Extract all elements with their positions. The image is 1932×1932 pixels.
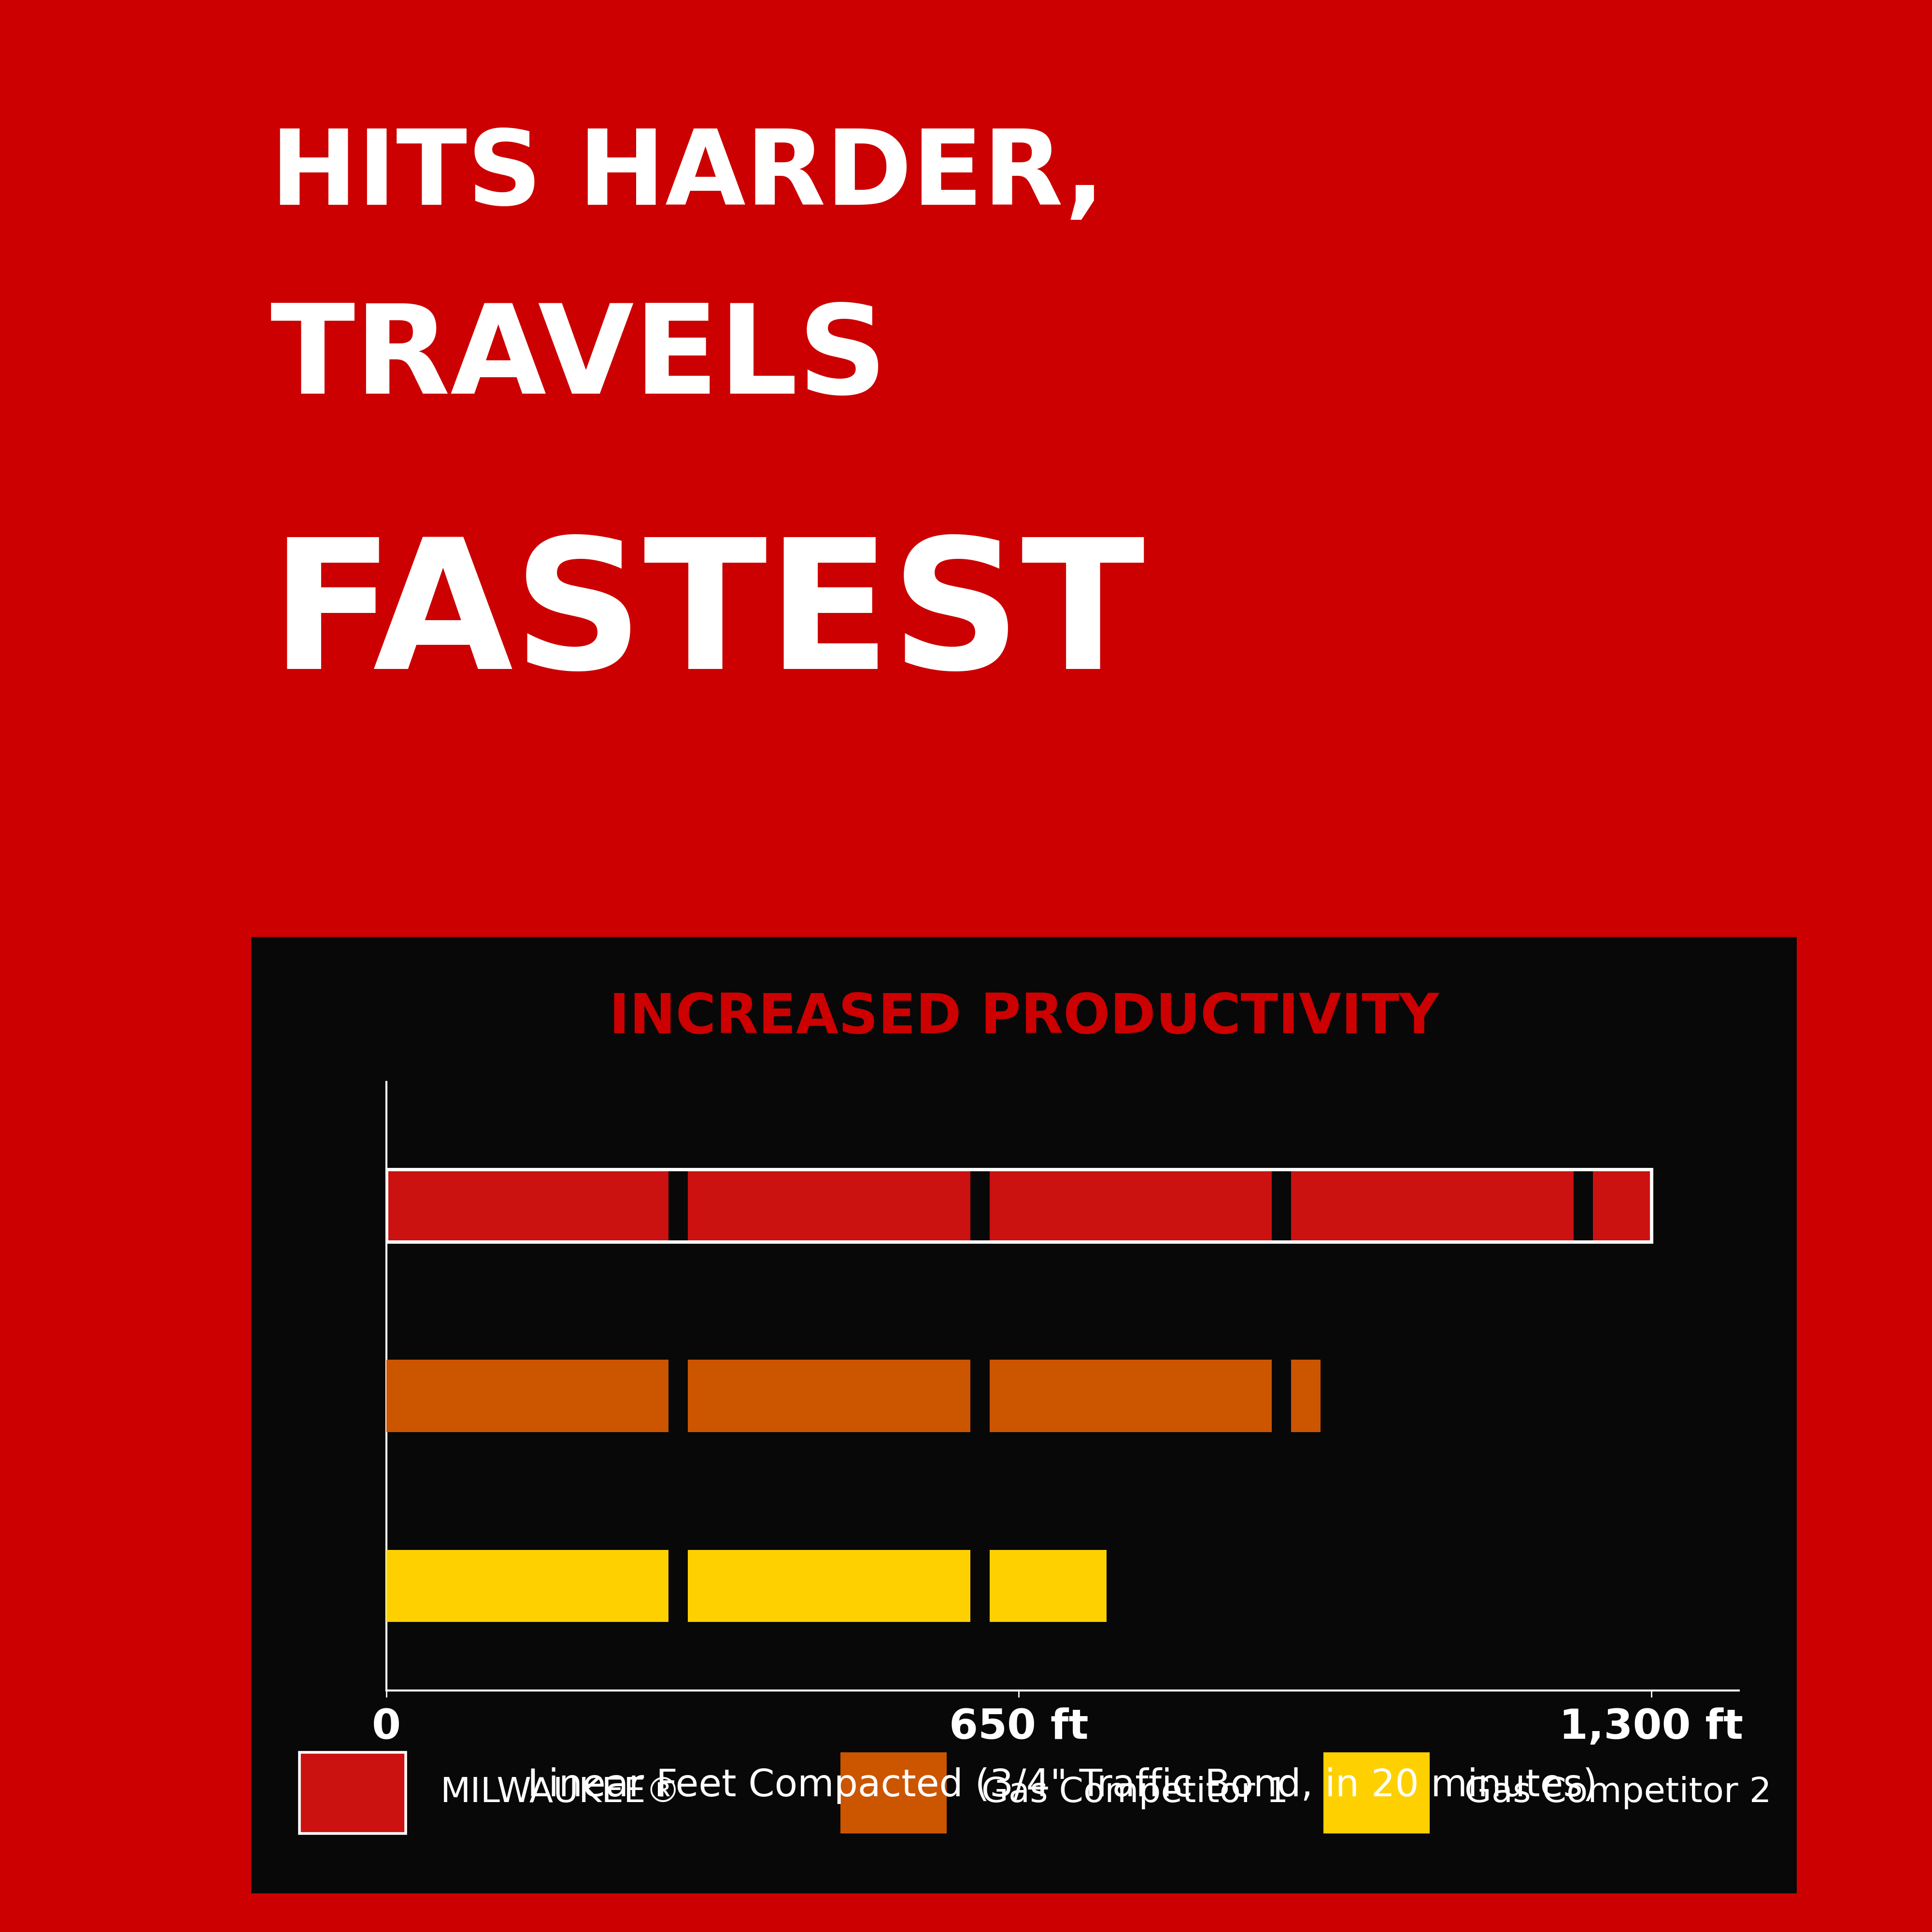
Bar: [1271, 1360, 1291, 1432]
Bar: [668, 1549, 688, 1623]
Bar: [668, 1360, 688, 1432]
Bar: [970, 1549, 989, 1623]
Bar: [970, 1360, 989, 1432]
Text: FASTEST: FASTEST: [270, 531, 1146, 707]
Bar: [989, 1549, 1107, 1623]
Bar: [668, 1169, 688, 1242]
Bar: [989, 1360, 1271, 1432]
Bar: [1323, 1752, 1430, 1833]
Text: Gas Competitor 1: Gas Competitor 1: [981, 1776, 1289, 1810]
Bar: [688, 1360, 970, 1432]
Bar: [1291, 1360, 1320, 1432]
Bar: [299, 1752, 406, 1833]
Text: TRAVELS: TRAVELS: [270, 299, 889, 419]
Text: Gas Competitor 2: Gas Competitor 2: [1464, 1776, 1772, 1810]
Bar: [1573, 1169, 1592, 1242]
Bar: [688, 1169, 970, 1242]
Bar: [386, 1360, 668, 1432]
Bar: [251, 937, 1797, 1893]
Text: INCREASED PRODUCTIVITY: INCREASED PRODUCTIVITY: [609, 991, 1439, 1045]
Bar: [386, 1169, 1652, 1242]
Bar: [970, 1169, 989, 1242]
Bar: [840, 1752, 947, 1833]
Bar: [386, 1169, 668, 1242]
Text: HITS HARDER,: HITS HARDER,: [270, 126, 1105, 226]
Bar: [1592, 1169, 1652, 1242]
Bar: [989, 1169, 1271, 1242]
Bar: [386, 1549, 668, 1623]
Bar: [1271, 1169, 1291, 1242]
X-axis label: Linear Feet Compacted (3/4" Traffic Bond, in 20 minutes): Linear Feet Compacted (3/4" Traffic Bond…: [527, 1768, 1598, 1804]
Text: MILWAUKEE®: MILWAUKEE®: [440, 1776, 680, 1810]
Bar: [688, 1549, 970, 1623]
Bar: [1291, 1169, 1573, 1242]
